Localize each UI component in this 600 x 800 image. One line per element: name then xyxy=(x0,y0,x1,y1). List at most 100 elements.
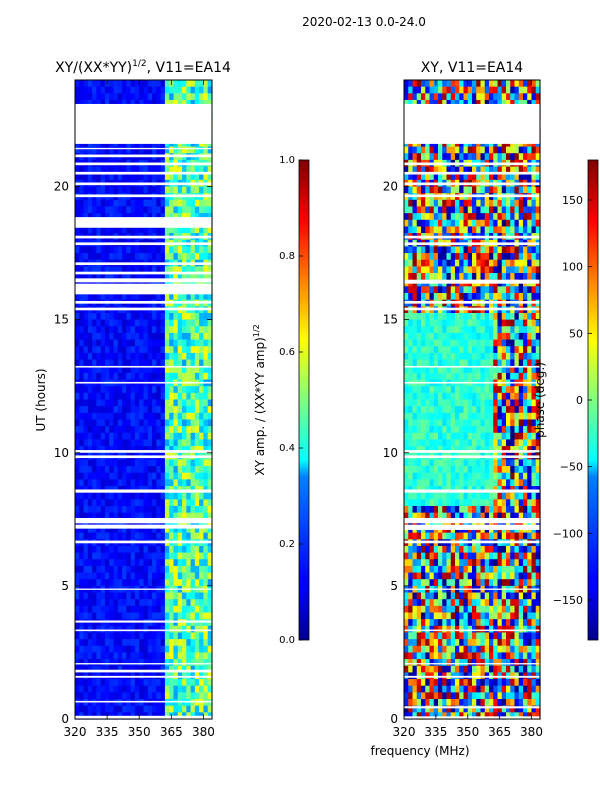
heatmap-cell xyxy=(493,439,499,447)
phase-heatmap xyxy=(404,80,541,720)
heatmap-cell xyxy=(518,293,524,301)
heatmap-cell xyxy=(438,99,443,108)
heatmap-cell xyxy=(438,199,443,208)
heatmap-cell xyxy=(510,259,516,267)
heatmap-cell xyxy=(113,173,119,181)
heatmap-cell xyxy=(164,186,170,194)
heatmap-cell xyxy=(425,372,431,381)
heatmap-cell xyxy=(506,226,511,234)
heatmap-cell xyxy=(96,93,102,101)
heatmap-cell xyxy=(113,632,119,640)
heatmap-cell xyxy=(514,259,520,267)
heatmap-cell xyxy=(160,86,166,94)
heatmap-cell xyxy=(147,312,153,321)
heatmap-cell xyxy=(506,153,511,161)
heatmap-cell xyxy=(113,312,119,321)
heatmap-cell xyxy=(100,326,106,334)
heatmap-cell xyxy=(416,339,422,347)
heatmap-cell xyxy=(87,699,93,707)
heatmap-cell xyxy=(147,619,153,627)
heatmap-cell xyxy=(416,219,422,228)
heatmap-cell xyxy=(100,213,106,221)
heatmap-cell xyxy=(506,246,511,254)
heatmap-cell xyxy=(122,679,127,687)
heatmap-cell xyxy=(113,579,119,587)
heatmap-cell xyxy=(79,80,85,88)
heatmap-cell xyxy=(130,679,136,687)
heatmap-cell xyxy=(207,312,213,321)
heatmap-cell xyxy=(523,432,528,441)
heatmap-cell xyxy=(404,426,409,434)
heatmap-cell xyxy=(476,372,482,381)
heatmap-cell xyxy=(79,499,85,507)
heatmap-cell xyxy=(506,386,511,394)
heatmap-cell xyxy=(199,99,205,108)
heatmap-cell xyxy=(186,439,192,447)
heatmap-cell xyxy=(531,99,537,108)
heatmap-cell xyxy=(143,525,149,534)
heatmap-cell xyxy=(518,412,524,421)
heatmap-cell xyxy=(79,392,85,401)
heatmap-cell xyxy=(152,645,157,654)
heatmap-cell xyxy=(117,332,123,341)
heatmap-cell xyxy=(446,312,452,321)
heatmap-cell xyxy=(514,246,520,254)
heatmap-cell xyxy=(531,173,537,181)
heatmap-cell xyxy=(177,492,183,500)
heatmap-cell xyxy=(117,639,123,647)
heatmap-cell xyxy=(467,372,473,381)
heatmap-cell xyxy=(207,532,213,540)
heatmap-cell xyxy=(493,293,499,301)
heatmap-cell xyxy=(408,446,414,454)
heatmap-cell xyxy=(177,266,183,274)
heatmap-cell xyxy=(493,80,499,88)
heatmap-cell xyxy=(446,99,452,108)
heatmap-cell xyxy=(169,186,175,194)
heatmap-cell xyxy=(446,186,452,194)
heatmap-cell xyxy=(476,312,482,321)
heatmap-cell xyxy=(190,80,196,88)
heatmap-cell xyxy=(404,406,409,414)
heatmap-cell xyxy=(194,466,200,474)
heatmap-cell xyxy=(506,346,511,354)
heatmap-cell xyxy=(186,386,192,394)
heatmap-cell xyxy=(455,446,460,454)
heatmap-cell xyxy=(510,326,516,334)
heatmap-cell xyxy=(126,246,132,254)
heatmap-cell xyxy=(463,399,469,407)
heatmap-cell xyxy=(156,366,162,374)
heatmap-cell xyxy=(139,419,145,427)
heatmap-cell xyxy=(152,372,157,381)
heatmap-cell xyxy=(408,459,414,467)
heatmap-cell xyxy=(152,146,157,154)
heatmap-cell xyxy=(484,86,490,94)
heatmap-cell xyxy=(480,366,486,374)
heatmap-cell xyxy=(139,412,145,421)
heatmap-cell xyxy=(87,439,93,447)
heatmap-cell xyxy=(173,532,179,540)
heatmap-cell xyxy=(518,392,524,401)
heatmap-cell xyxy=(467,386,473,394)
heatmap-cell xyxy=(113,406,119,414)
heatmap-cell xyxy=(169,406,175,414)
heatmap-cell xyxy=(79,346,85,354)
heatmap-cell xyxy=(199,579,205,587)
heatmap-cell xyxy=(164,426,170,434)
heatmap-cell xyxy=(459,173,465,181)
heatmap-cell xyxy=(199,199,205,208)
heatmap-cell xyxy=(96,146,102,154)
heatmap-cell xyxy=(164,446,170,454)
heatmap-cell xyxy=(143,545,149,554)
heatmap-cell xyxy=(173,559,179,567)
heatmap-cell xyxy=(164,432,170,441)
heatmap-cell xyxy=(199,459,205,467)
heatmap-cell xyxy=(152,386,157,394)
heatmap-cell xyxy=(113,146,119,154)
heatmap-cell xyxy=(408,86,414,94)
heatmap-cell xyxy=(199,86,205,94)
heatmap-cell xyxy=(122,352,127,361)
heatmap-cell xyxy=(117,266,123,274)
heatmap-cell xyxy=(169,652,175,660)
heatmap-cell xyxy=(139,293,145,301)
heatmap-cell xyxy=(412,346,418,354)
